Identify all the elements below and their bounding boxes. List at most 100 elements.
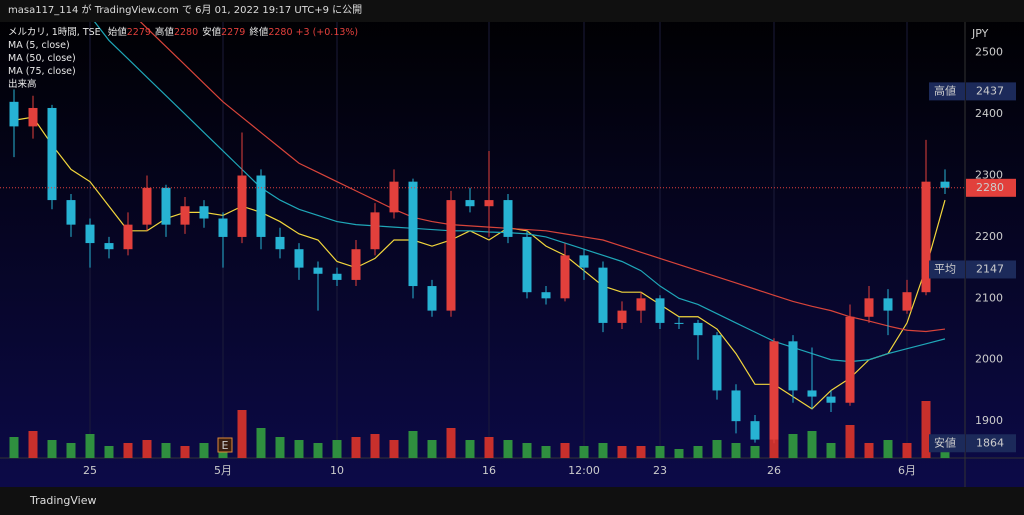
ohlc-value: 2279: [126, 27, 151, 38]
ohlc-label: 終値: [249, 27, 269, 38]
x-tick-label: 23: [653, 464, 667, 477]
candle-body: [579, 255, 589, 268]
candle-body: [750, 421, 760, 440]
badge-value: 2147: [976, 262, 1004, 275]
volume-bar: [123, 443, 133, 458]
candle-body: [313, 267, 323, 274]
volume-bar: [864, 443, 874, 458]
x-tick-label: 26: [767, 464, 781, 477]
candle-body: [199, 206, 209, 219]
candle-body: [332, 273, 342, 280]
volume-bar: [503, 440, 513, 458]
candle-body: [788, 341, 798, 391]
volume-bar: [750, 446, 760, 458]
volume-bar: [256, 428, 266, 458]
candle-body: [237, 175, 247, 237]
volume-bar: [921, 401, 931, 458]
candle-body: [655, 298, 665, 323]
volume-bar: [484, 437, 494, 458]
volume-bar: [85, 434, 95, 458]
candle-body: [123, 224, 133, 250]
volume-bar: [28, 431, 38, 458]
candle-body: [826, 396, 836, 403]
volume-bar: [332, 440, 342, 458]
y-tick-label: 1900: [975, 414, 1003, 427]
candle-body: [370, 212, 380, 250]
ohlc-value: 2280: [268, 27, 293, 38]
symbol: メルカリ, 1時間, TSE: [8, 27, 101, 38]
candle-body: [864, 298, 874, 317]
ohlc-label: 安値: [202, 27, 222, 38]
currency: JPY: [971, 27, 989, 40]
candle-body: [845, 316, 855, 403]
candle-body: [389, 181, 399, 213]
candle-body: [598, 267, 608, 323]
candle-body: [807, 390, 817, 397]
volume-bar: [294, 440, 304, 458]
badge-label: 高値: [934, 83, 956, 97]
volume-bar: [617, 446, 627, 458]
candle-body: [503, 200, 513, 237]
candle-body: [408, 181, 418, 287]
volume-bar: [427, 440, 437, 458]
volume-bar: [522, 443, 532, 458]
y-tick-label: 2000: [975, 353, 1003, 366]
brand: TradingView: [30, 494, 97, 507]
candle-body: [674, 322, 684, 324]
candle-body: [275, 236, 285, 250]
volume-bar: [598, 443, 608, 458]
candle-body: [85, 224, 95, 244]
candle-body: [769, 341, 779, 440]
candle-body: [522, 236, 532, 293]
volume-bar: [104, 446, 114, 458]
candle-body: [731, 390, 741, 422]
candle-body: [484, 200, 494, 207]
legend-ma: MA (5, close): [8, 40, 70, 51]
candle-body: [47, 107, 57, 201]
volume-bar: [655, 446, 665, 458]
candle-body: [940, 181, 950, 188]
candle-body: [104, 243, 114, 250]
candle-body: [465, 200, 475, 207]
header: masa117_114 が TradingView.com で 6月 01, 2…: [0, 0, 1024, 22]
ohlc-label: 高値: [154, 27, 174, 38]
volume-bar: [712, 440, 722, 458]
badge-value-bg: [966, 434, 1016, 453]
candle-body: [560, 255, 570, 299]
volume-bar: [313, 443, 323, 458]
x-tick-label: 16: [482, 464, 496, 477]
last-price-badge: [966, 178, 1016, 197]
x-tick-label: 5月: [214, 464, 232, 477]
badge-value-bg: [966, 260, 1016, 279]
x-tick-label: 6月: [898, 464, 916, 477]
legend-ma: MA (75, close): [8, 66, 76, 77]
volume-bar: [351, 437, 361, 458]
footer: TradingView: [0, 487, 1024, 515]
ohlc-value: 2280: [173, 27, 199, 38]
volume-bar: [560, 443, 570, 458]
candle-body: [902, 292, 912, 311]
badge-label-bg: [929, 82, 965, 101]
x-tick-label: 25: [83, 464, 97, 477]
candle-body: [351, 249, 361, 280]
candle-body: [294, 249, 304, 268]
volume-bar: [199, 443, 209, 458]
ohlc-label: 始値: [107, 27, 127, 38]
candle-body: [712, 335, 722, 391]
volume-bar: [408, 431, 418, 458]
legend-row: メルカリ, 1時間, TSE 始値2279 高値2280 安値2279 終値2280 …: [8, 26, 358, 39]
candle-body: [446, 200, 456, 311]
volume-bar: [180, 446, 190, 458]
volume-bar: [161, 443, 171, 458]
candle-body: [921, 181, 931, 293]
candle-body: [9, 101, 19, 127]
volume-bar: [807, 431, 817, 458]
volume-bar: [731, 443, 741, 458]
volume-bar: [465, 440, 475, 458]
last-price-value: 2280: [976, 181, 1004, 194]
badge-value: 2437: [976, 84, 1004, 97]
volume-bar: [9, 437, 19, 458]
volume-bar: [636, 446, 646, 458]
candle-body: [693, 322, 703, 336]
